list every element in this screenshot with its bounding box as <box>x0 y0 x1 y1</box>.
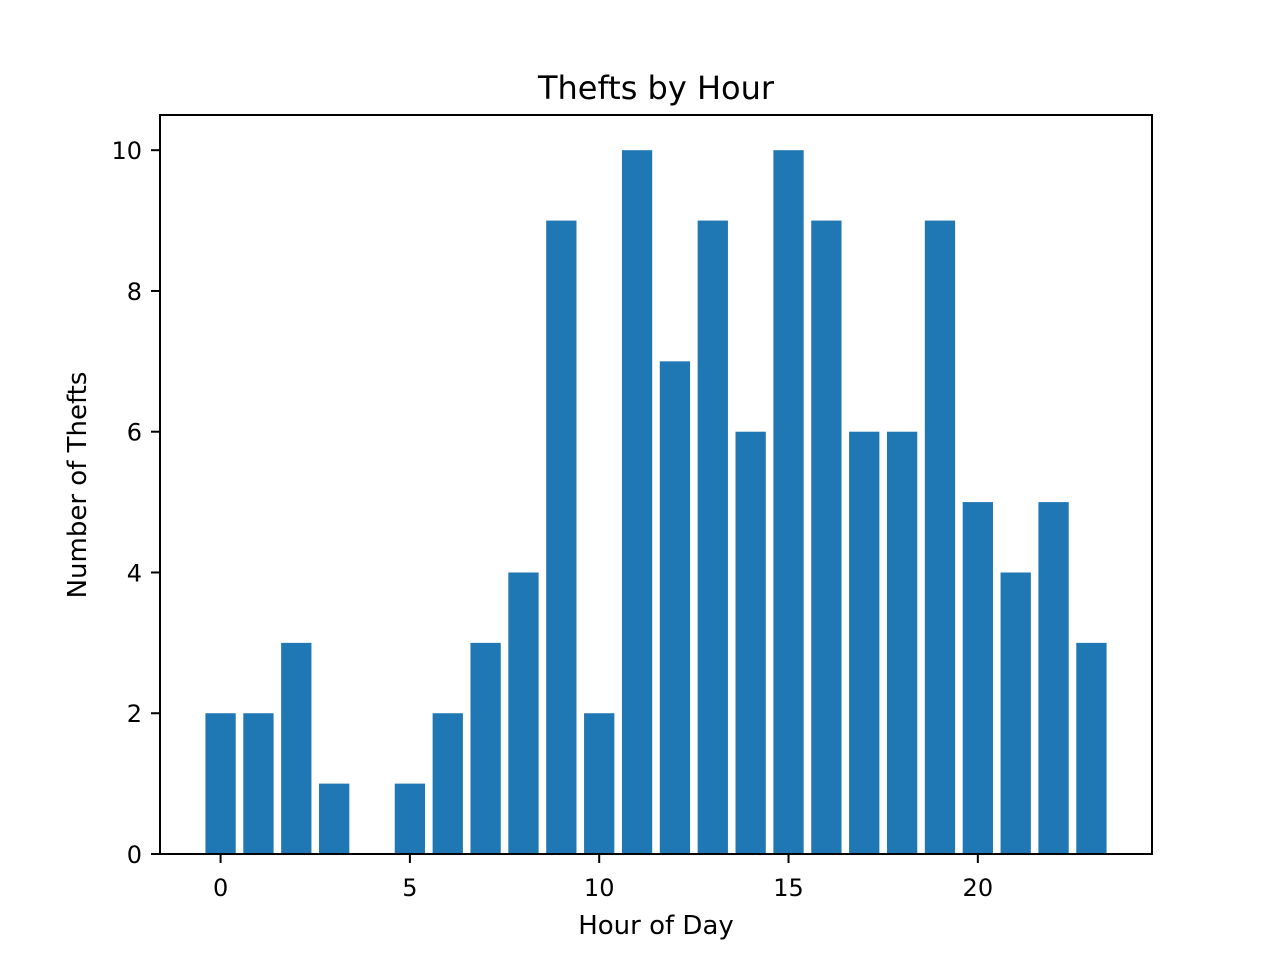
plot-frame <box>159 114 1153 855</box>
bar-hour-7 <box>470 642 501 854</box>
bar-hour-14 <box>735 431 766 854</box>
bar-hour-19 <box>924 220 956 855</box>
x-tick-label: 10 <box>584 874 615 902</box>
bar-hour-8 <box>508 572 539 854</box>
bar-hour-5 <box>394 783 426 854</box>
y-axis: 0 2 4 6 8 10 <box>111 137 160 869</box>
bar-hour-9 <box>546 220 577 855</box>
bar-hour-23 <box>1076 642 1107 854</box>
bar-hour-22 <box>1038 502 1069 854</box>
y-tick-label: 8 <box>127 278 142 306</box>
bar-hour-0 <box>205 713 236 854</box>
y-tick-label: 4 <box>127 559 142 587</box>
x-tick-label: 20 <box>963 874 994 902</box>
bar-hour-18 <box>886 431 918 854</box>
bar-hour-20 <box>962 502 993 854</box>
y-axis-label: Number of Thefts <box>63 372 93 599</box>
bar-hour-1 <box>243 713 274 854</box>
bar-hour-3 <box>319 783 350 854</box>
bar-hour-15 <box>773 150 804 854</box>
x-tick-label: 15 <box>773 874 804 902</box>
bar-hour-11 <box>621 150 653 854</box>
x-axis-label: Hour of Day <box>578 911 734 941</box>
x-axis: 0 5 10 15 20 <box>213 854 993 902</box>
bar-hour-17 <box>849 431 880 854</box>
bar-hour-10 <box>584 713 615 854</box>
y-tick-label: 2 <box>127 700 142 728</box>
bars-group <box>205 150 1107 855</box>
y-tick-label: 10 <box>111 137 142 165</box>
bar-hour-16 <box>811 220 842 855</box>
bar-hour-12 <box>659 361 691 854</box>
x-tick-label: 0 <box>213 874 228 902</box>
y-tick-label: 0 <box>127 841 142 869</box>
chart-title: Thefts by Hour <box>537 69 775 107</box>
bar-hour-13 <box>697 220 728 855</box>
x-tick-label: 5 <box>402 874 417 902</box>
bar-hour-21 <box>1000 572 1031 854</box>
bar-hour-2 <box>281 642 312 854</box>
y-tick-label: 6 <box>127 419 142 447</box>
bar-hour-6 <box>432 713 463 854</box>
